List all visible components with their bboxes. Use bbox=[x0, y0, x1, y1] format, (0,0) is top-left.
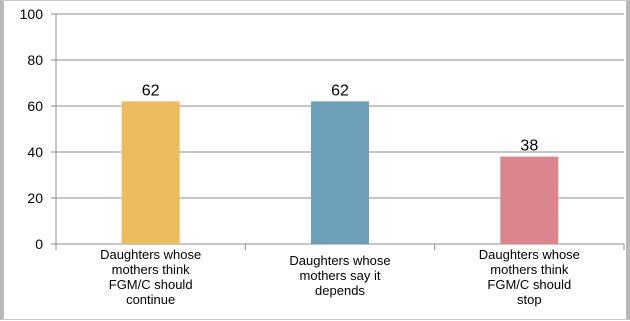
y-tick-label: 100 bbox=[20, 6, 44, 22]
category-label-line: FGM/C should bbox=[487, 277, 571, 292]
data-label: 38 bbox=[520, 138, 538, 155]
category-label-line: depends bbox=[315, 283, 365, 298]
bar bbox=[121, 101, 180, 245]
category-label-line: Daughters whose bbox=[289, 253, 390, 268]
bar bbox=[311, 101, 369, 245]
category-label: Daughters whose mothers say it depends bbox=[289, 253, 390, 298]
y-tick-label: 0 bbox=[35, 236, 43, 252]
category-label-line: Daughters whose bbox=[479, 247, 580, 262]
y-tick-labels: 0 20 40 60 80 100 bbox=[20, 6, 44, 252]
category-label-line: Daughters whose bbox=[100, 247, 201, 262]
bar bbox=[500, 156, 559, 244]
category-label-line: continue bbox=[126, 292, 175, 307]
category-label: Daughters whose mothers think FGM/C should… bbox=[100, 247, 201, 307]
category-label-line: mothers think bbox=[490, 262, 569, 277]
category-label: Daughters whose mothers think FGM/C should… bbox=[479, 247, 580, 307]
data-label: 62 bbox=[142, 82, 160, 99]
y-tick-label: 40 bbox=[27, 144, 43, 160]
category-label-line: stop bbox=[517, 292, 542, 307]
y-tick-label: 20 bbox=[27, 190, 43, 206]
y-tick-label: 80 bbox=[27, 52, 43, 68]
category-label-line: mothers say it bbox=[300, 268, 381, 283]
data-label: 62 bbox=[331, 82, 349, 99]
bars bbox=[121, 101, 559, 245]
category-labels: Daughters whose mothers think FGM/C should… bbox=[100, 247, 580, 307]
category-label-line: mothers think bbox=[112, 262, 191, 277]
category-label-line: FGM/C should bbox=[109, 277, 193, 292]
y-tick-label: 60 bbox=[27, 98, 43, 114]
data-labels: 62 62 38 bbox=[142, 82, 539, 154]
